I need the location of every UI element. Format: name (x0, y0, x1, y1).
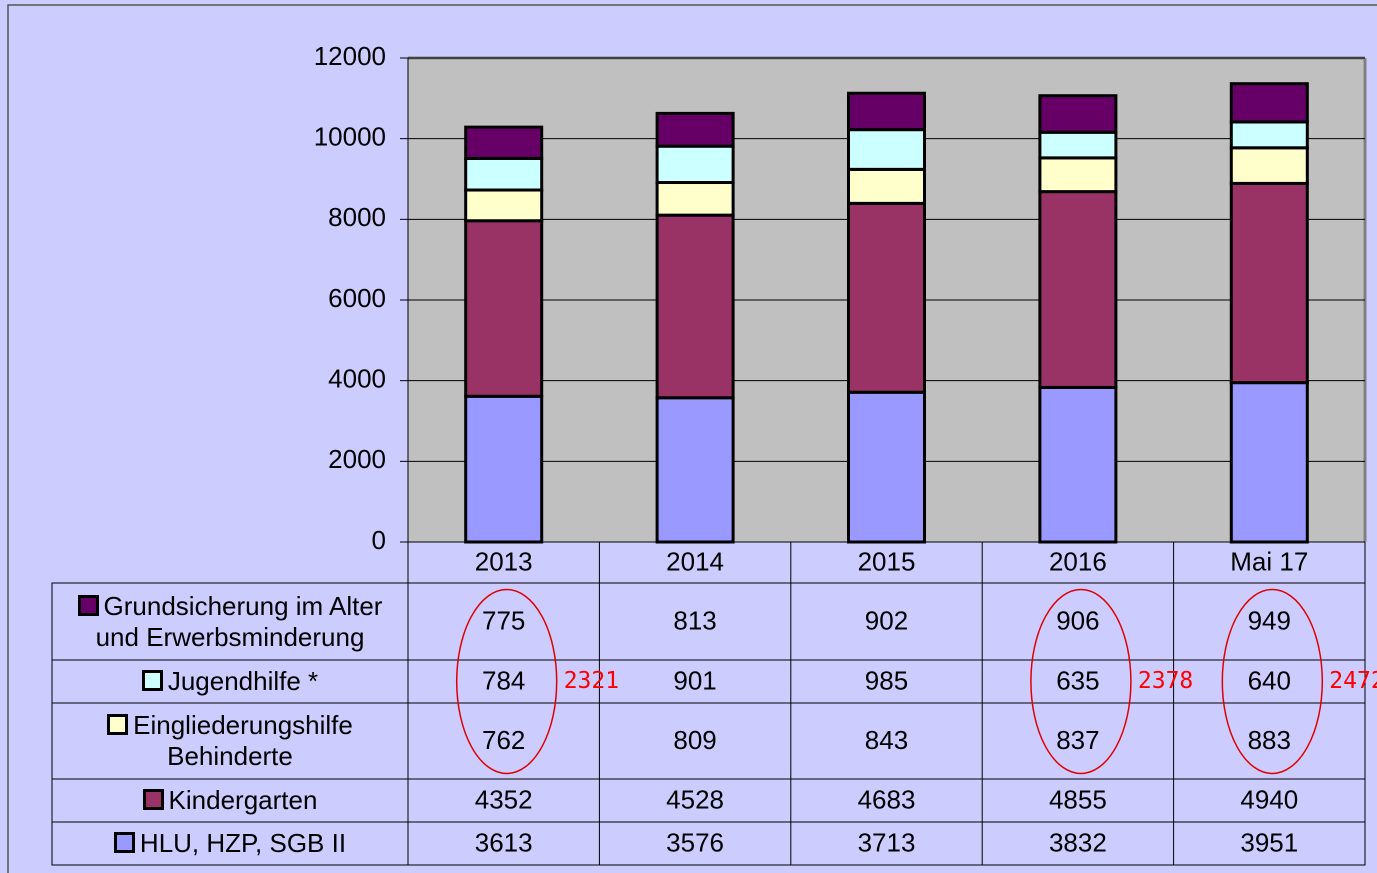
legend-label: Eingliederungshilfe Behinderte (133, 710, 353, 771)
y-tick-label: 10000 (314, 122, 386, 152)
bar-segment (1038, 130, 1118, 160)
legend-label: HLU, HZP, SGB II (139, 828, 347, 858)
bar-segment (1038, 94, 1118, 134)
legend-text-wrap: HLU, HZP, SGB II (113, 828, 347, 859)
bar-segment (464, 188, 544, 223)
table-value: 4352 (475, 784, 533, 814)
table-value: 901 (673, 665, 716, 695)
legend-cell: Grundsicherung im Alter und Erwerbsminde… (56, 583, 404, 660)
bar-segment (847, 201, 926, 394)
table-value: 4855 (1049, 784, 1107, 814)
legend-label: Kindergarten (168, 785, 318, 815)
legend-entry: Grundsicherung im Alter und Erwerbsminde… (56, 583, 404, 660)
x-tick-label: 2013 (475, 546, 533, 576)
annotation-ellipse (455, 588, 558, 775)
table-value: 813 (673, 605, 716, 635)
legend-entry: Eingliederungshilfe Behinderte (56, 703, 404, 779)
bar-segment (1038, 385, 1118, 544)
table-value: 3713 (858, 827, 916, 857)
legend-entry: HLU, HZP, SGB II (56, 822, 404, 865)
legend-label: Grundsicherung im Alter und Erwerbsminde… (95, 590, 383, 652)
table-value: 635 (1056, 665, 1099, 695)
table-value: 843 (865, 725, 908, 755)
y-tick-label: 2000 (328, 444, 386, 474)
table-value: 4528 (666, 784, 724, 814)
table-value: 883 (1248, 725, 1291, 755)
annotation-label: 2378 (1138, 668, 1193, 694)
legend-cell: HLU, HZP, SGB II (56, 822, 404, 865)
legend-entry: Jugendhilfe * (56, 660, 404, 703)
table-value: 640 (1248, 665, 1291, 695)
x-tick-label: 2014 (666, 546, 724, 576)
bar-segment (1229, 146, 1309, 185)
table-value: 3951 (1240, 827, 1298, 857)
bar-segment (655, 396, 735, 544)
bar-segment (655, 213, 735, 400)
x-tick-label: 2015 (858, 546, 916, 576)
annotation-label: 2321 (564, 668, 619, 694)
bar-segment (847, 167, 926, 205)
bar-segment (1038, 190, 1118, 389)
table-value: 3576 (666, 827, 724, 857)
x-tick-label: 2016 (1049, 546, 1107, 576)
bar-segment (464, 125, 544, 160)
bar-segment (847, 390, 926, 544)
table-value: 775 (482, 605, 525, 635)
legend-cell: Jugendhilfe * (56, 660, 404, 703)
table-value: 949 (1248, 605, 1291, 635)
y-tick-label: 12000 (314, 41, 386, 71)
bar-segment (1229, 181, 1309, 385)
y-tick-label: 0 (372, 525, 386, 555)
annotation-ellipse (1030, 588, 1132, 775)
bar-segment (655, 181, 735, 217)
table-value: 762 (482, 725, 525, 755)
legend-cell: Kindergarten (56, 779, 404, 822)
bar-segment (655, 111, 735, 148)
table-value: 784 (482, 665, 525, 695)
annotation-label: 2472 (1329, 668, 1377, 694)
legend-swatch (141, 670, 163, 691)
legend-swatch (113, 832, 135, 853)
annotation-ellipse (1221, 588, 1324, 775)
x-tick-label: Mai 17 (1230, 546, 1308, 576)
legend-swatch (107, 714, 129, 735)
table-value: 4940 (1240, 784, 1298, 814)
y-tick-label: 8000 (328, 202, 386, 232)
legend-swatch (77, 594, 99, 616)
table-value: 809 (673, 725, 716, 755)
legend-text-wrap: Grundsicherung im Alter und Erwerbsminde… (56, 591, 404, 653)
legend-cell: Eingliederungshilfe Behinderte (56, 703, 404, 779)
table-value: 837 (1056, 725, 1099, 755)
bar-segment (464, 394, 544, 544)
bar-segment (847, 128, 926, 171)
table-value: 902 (865, 605, 908, 635)
y-tick-label: 6000 (328, 283, 386, 313)
y-tick-label: 4000 (328, 364, 386, 394)
bar-segment (1038, 156, 1118, 194)
bar-segment (1229, 120, 1309, 150)
bar-segment (1229, 82, 1309, 124)
legend-text-wrap: Kindergarten (142, 785, 318, 816)
bar-segment (464, 219, 544, 398)
bar-segment (464, 156, 544, 192)
table-value: 906 (1056, 605, 1099, 635)
table-value: 4683 (858, 784, 916, 814)
legend-label: Jugendhilfe * (167, 666, 319, 696)
bar-segment (655, 144, 735, 185)
legend-text-wrap: Eingliederungshilfe Behinderte (56, 710, 404, 772)
bar-segment (847, 91, 926, 132)
table-value: 985 (865, 665, 908, 695)
legend-swatch (142, 789, 164, 810)
legend-text-wrap: Jugendhilfe * (141, 666, 319, 697)
bar-segment (1229, 381, 1309, 544)
table-value: 3832 (1049, 827, 1107, 857)
table-value: 3613 (475, 827, 533, 857)
legend-entry: Kindergarten (56, 779, 404, 822)
